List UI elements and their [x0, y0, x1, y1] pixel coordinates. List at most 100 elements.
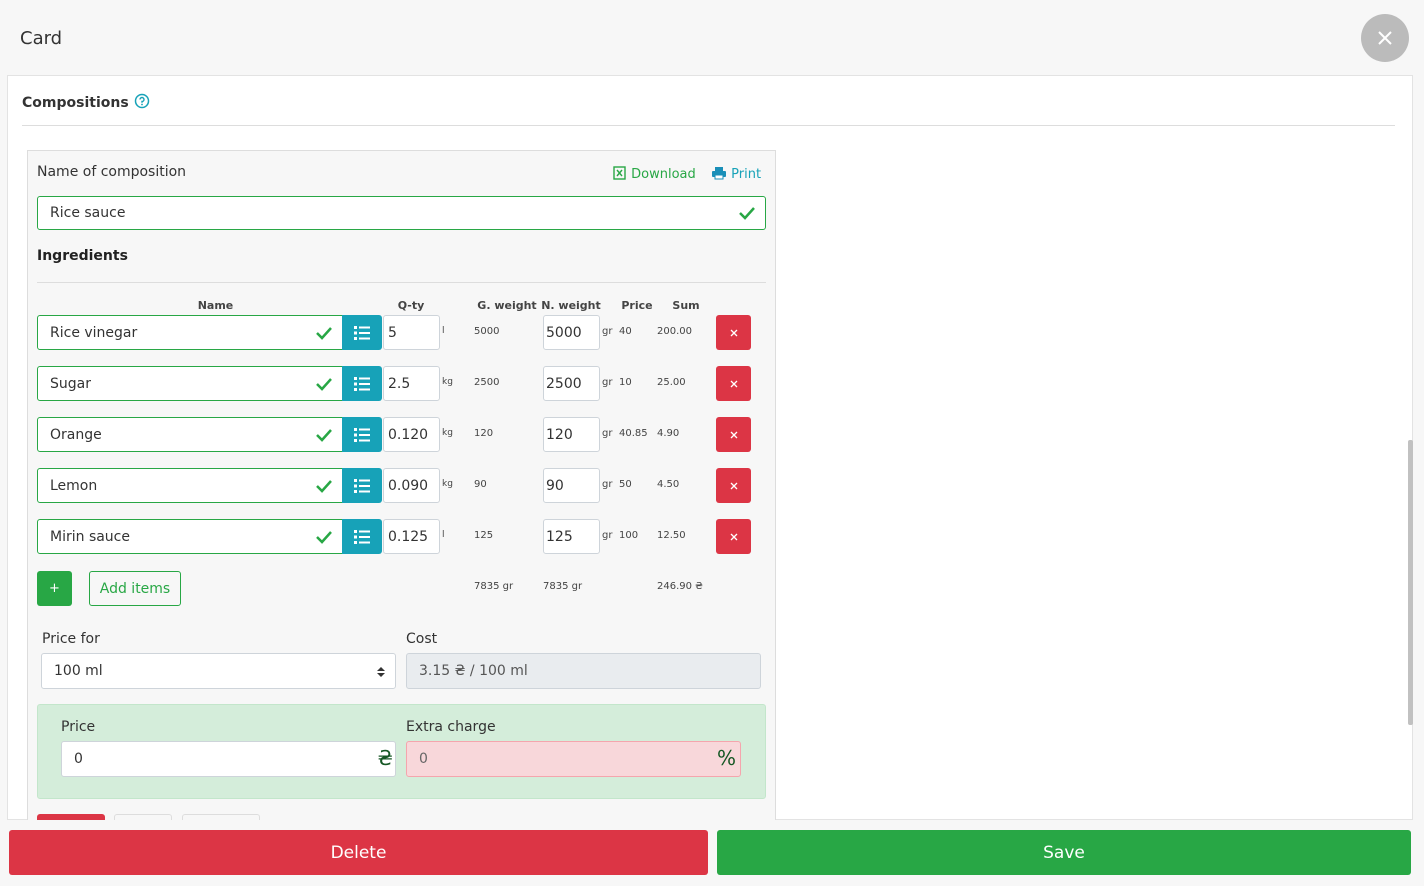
g-weight: 2500: [474, 377, 500, 388]
remove-button[interactable]: [716, 417, 751, 452]
input-value: 0: [74, 751, 83, 767]
column-header: N. weight: [541, 299, 601, 312]
close-icon: [1378, 31, 1392, 45]
check-icon: [316, 480, 332, 493]
qty-input[interactable]: 0.120: [383, 417, 440, 452]
check-icon: [316, 531, 332, 544]
n-unit: gr: [602, 428, 613, 439]
price-for-select[interactable]: 100 ml: [41, 653, 396, 689]
name-input[interactable]: Rice sauce: [37, 196, 766, 230]
tab-button[interactable]: [182, 814, 260, 820]
percent-sign: %: [716, 746, 736, 770]
ingredient-input[interactable]: Sugar: [37, 366, 343, 401]
ingredients-title: Ingredients: [37, 248, 128, 264]
input-value: Mirin sauce: [50, 528, 130, 545]
qty-input[interactable]: 0.090: [383, 468, 440, 503]
price: 10: [619, 377, 632, 388]
ingredient-input[interactable]: Orange: [37, 417, 343, 452]
n-unit: gr: [602, 326, 613, 337]
input-value: Orange: [50, 426, 102, 443]
remove-button[interactable]: [716, 315, 751, 350]
add-button[interactable]: +: [37, 571, 72, 606]
ingredient-input[interactable]: Lemon: [37, 468, 343, 503]
qty-input[interactable]: 5: [383, 315, 440, 350]
check-icon: [316, 327, 332, 340]
divider: [22, 125, 1395, 126]
remove-icon: [730, 482, 737, 489]
n-weight-input[interactable]: 5000: [543, 315, 600, 350]
list-button[interactable]: [342, 417, 382, 452]
print-text: Print: [731, 167, 762, 182]
scrollbar: [1408, 440, 1413, 725]
g-weight: 125: [474, 530, 494, 541]
input-value: 0: [419, 751, 428, 767]
field-label: Cost: [406, 631, 438, 647]
n-weight-input[interactable]: 2500: [543, 366, 600, 401]
select-value: 100 ml: [54, 663, 103, 679]
remove-icon: [730, 380, 737, 387]
qty-input[interactable]: 0.125: [383, 519, 440, 554]
remove-button[interactable]: [716, 366, 751, 401]
currency-sign: ₴: [377, 746, 393, 770]
help-icon[interactable]: [134, 93, 150, 109]
print-link[interactable]: Print: [711, 166, 761, 182]
remove-icon: [730, 431, 737, 438]
total-g-weight: 7835 gr: [474, 581, 514, 592]
input-value: Rice vinegar: [50, 324, 138, 341]
list-icon: [354, 427, 370, 442]
section-title-text: Compositions: [22, 95, 129, 111]
remove-button[interactable]: [716, 468, 751, 503]
n-unit: gr: [602, 377, 613, 388]
field-label: Name of composition: [37, 164, 187, 180]
add-items-button[interactable]: Add items: [89, 571, 181, 606]
print-icon: [712, 167, 726, 180]
g-weight: 5000: [474, 326, 500, 337]
download-link[interactable]: Download: [613, 166, 696, 182]
price-input[interactable]: 0 ₴: [61, 741, 396, 777]
list-button[interactable]: [342, 468, 382, 503]
ingredient-input[interactable]: Mirin sauce: [37, 519, 343, 554]
column-header: Q-ty: [397, 299, 425, 312]
n-weight-input[interactable]: 125: [543, 519, 600, 554]
tab-button[interactable]: [37, 814, 105, 820]
close-button[interactable]: [1361, 14, 1409, 62]
qty-input[interactable]: 2.5: [383, 366, 440, 401]
total-n-weight: 7835 gr: [543, 581, 583, 592]
remove-icon: [730, 533, 737, 540]
total-sum: 246.90 ₴: [657, 581, 703, 592]
delete-button[interactable]: Delete: [9, 830, 708, 875]
download-text: Download: [631, 167, 696, 182]
price: 40.85: [619, 428, 648, 439]
list-button[interactable]: [342, 519, 382, 554]
qty-unit: kg: [442, 428, 453, 438]
column-header: Price: [621, 299, 653, 312]
extra-charge-input[interactable]: 0 %: [406, 741, 741, 777]
list-button[interactable]: [342, 315, 382, 350]
n-weight-input[interactable]: 90: [543, 468, 600, 503]
n-unit: gr: [602, 530, 613, 541]
cost-field: 3.15 ₴ / 100 ml: [406, 653, 761, 689]
list-button[interactable]: [342, 366, 382, 401]
qty-unit: l: [442, 326, 445, 336]
sum: 200.00: [657, 326, 692, 337]
price: 50: [619, 479, 632, 490]
column-header: Sum: [672, 299, 700, 312]
check-icon: [316, 378, 332, 391]
sum: 12.50: [657, 530, 686, 541]
remove-icon: [730, 329, 737, 336]
check-icon: [739, 207, 755, 220]
n-weight-input[interactable]: 120: [543, 417, 600, 452]
tab-button[interactable]: [114, 814, 172, 820]
sum: 4.90: [657, 428, 680, 439]
remove-button[interactable]: [716, 519, 751, 554]
ingredient-input[interactable]: Rice vinegar: [37, 315, 343, 350]
qty-unit: l: [442, 530, 445, 540]
sum: 4.50: [657, 479, 680, 490]
g-weight: 120: [474, 428, 494, 439]
qty-unit: kg: [442, 377, 453, 387]
section-title: Compositions: [22, 93, 150, 111]
save-button[interactable]: Save: [717, 830, 1411, 875]
field-label: Extra charge: [406, 719, 496, 735]
price: 40: [619, 326, 632, 337]
